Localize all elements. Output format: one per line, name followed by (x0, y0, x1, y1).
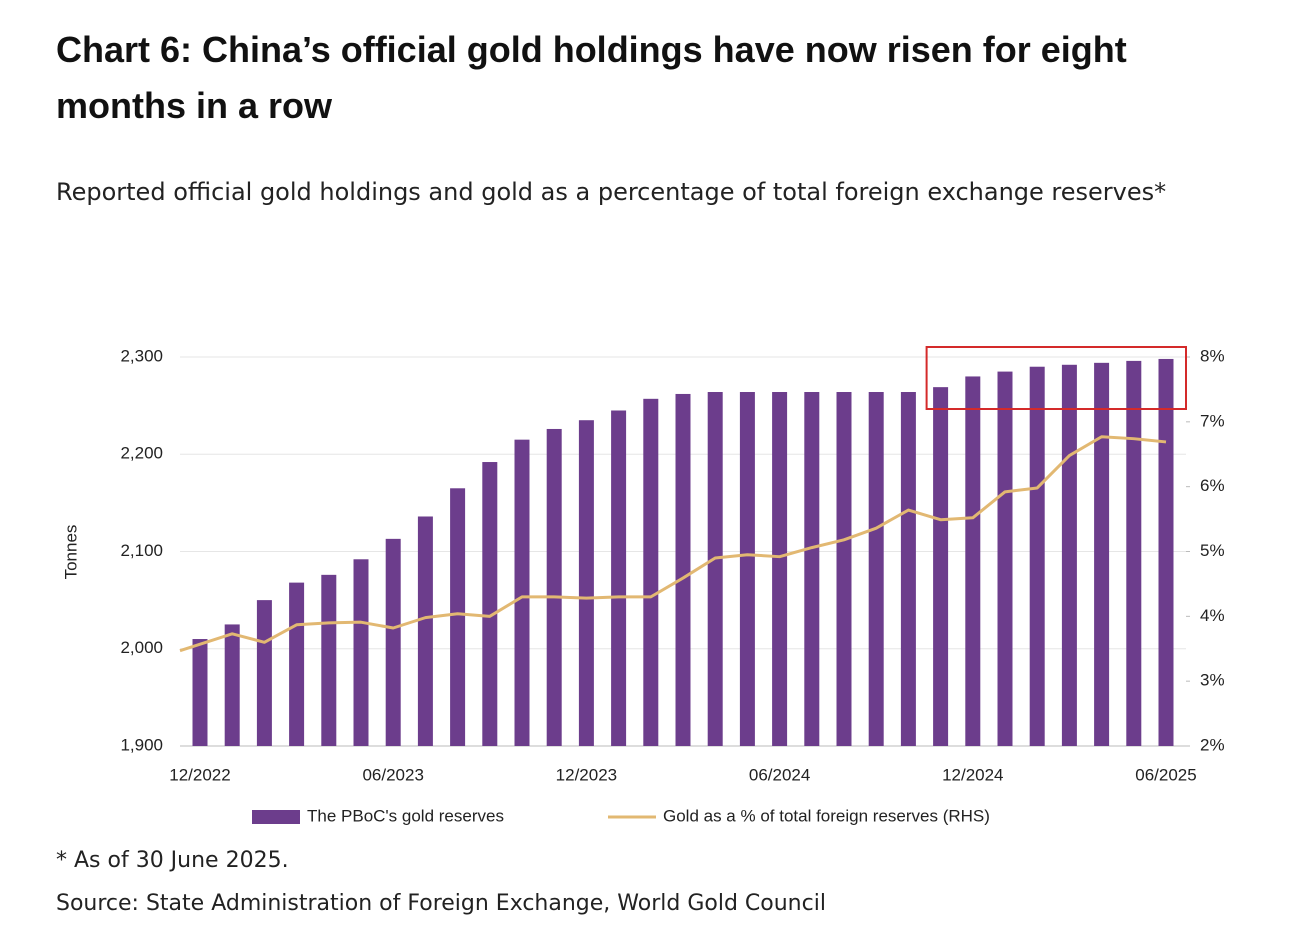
legend-swatch (252, 810, 300, 824)
y-tick-label: 2,200 (120, 444, 163, 463)
bar (804, 392, 820, 746)
bar (192, 639, 208, 746)
y2-tick-label: 6% (1200, 476, 1225, 495)
y-tick-label: 1,900 (120, 735, 163, 754)
bar (611, 410, 627, 746)
bar (1029, 366, 1045, 746)
bar (707, 392, 723, 746)
bar (289, 582, 305, 746)
x-tick-label: 12/2024 (942, 765, 1003, 784)
bar (1094, 362, 1110, 746)
legend-label: The PBoC's gold reserves (307, 806, 504, 825)
y2-tick-label: 8% (1200, 346, 1225, 365)
y-axis-label: Tonnes (61, 525, 80, 580)
bar (868, 392, 884, 746)
chart-subtitle: Reported official gold holdings and gold… (56, 178, 1167, 206)
bar (450, 488, 466, 746)
x-tick-label: 06/2024 (749, 765, 810, 784)
bar (578, 420, 594, 746)
bar (836, 392, 852, 746)
x-tick-label: 12/2022 (169, 765, 230, 784)
bar (675, 393, 691, 746)
y-tick-label: 2,300 (120, 346, 163, 365)
bar (514, 439, 530, 746)
bar (224, 624, 240, 746)
y2-tick-label: 7% (1200, 411, 1225, 430)
bar (321, 574, 337, 746)
line (179, 435, 1167, 653)
y2-tick-label: 4% (1200, 606, 1225, 625)
bar (1158, 358, 1174, 746)
bar (900, 392, 916, 746)
x-tick-label: 12/2023 (556, 765, 617, 784)
bar (1061, 364, 1077, 746)
y2-tick-label: 3% (1200, 671, 1225, 690)
x-tick-label: 06/2025 (1135, 765, 1196, 784)
bar (546, 428, 562, 746)
bar (256, 600, 272, 746)
bar (482, 462, 498, 746)
chart-title: Chart 6: China’s official gold holdings … (56, 29, 1127, 126)
bar (772, 392, 788, 746)
x-tick-label: 06/2023 (362, 765, 423, 784)
legend-label: Gold as a % of total foreign reserves (R… (663, 806, 990, 825)
bar (933, 387, 949, 746)
footnote: * As of 30 June 2025. (56, 848, 289, 873)
y2-tick-label: 2% (1200, 735, 1225, 754)
bar (965, 376, 981, 746)
bar (643, 398, 659, 746)
y-tick-label: 2,100 (120, 541, 163, 560)
bar (385, 538, 401, 746)
y2-tick-label: 5% (1200, 541, 1225, 560)
bar (739, 392, 755, 746)
bar (1126, 360, 1142, 746)
bar (417, 516, 433, 746)
bar (997, 371, 1013, 746)
highlight-box (925, 346, 1187, 410)
bar (353, 559, 369, 746)
y-tick-label: 2,000 (120, 638, 163, 657)
source: Source: State Administration of Foreign … (56, 891, 826, 916)
